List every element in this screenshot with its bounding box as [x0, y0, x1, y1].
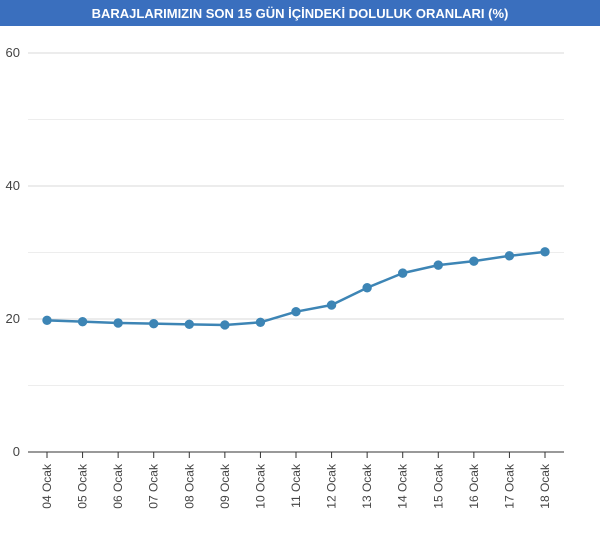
x-tick-label: 13 Ocak — [360, 463, 374, 509]
data-point — [398, 268, 408, 278]
data-point — [504, 251, 515, 261]
data-point — [469, 256, 479, 266]
x-tick-label: 09 Ocak — [218, 463, 232, 509]
y-tick-label: 0 — [13, 444, 20, 459]
x-tick-labels: 04 Ocak 05 Ocak 06 Ocak 07 Ocak 08 Ocak 09 Oc… — [40, 463, 552, 509]
x-tick-label: 11 Ocak — [289, 463, 303, 508]
data-point — [149, 318, 159, 329]
x-tick-label: 10 Ocak — [253, 463, 267, 509]
grid-lines — [28, 52, 564, 386]
data-point — [255, 317, 266, 328]
x-tick-label: 08 Ocak — [182, 463, 196, 509]
x-tick-label: 14 Ocak — [396, 463, 410, 509]
x-tick-label: 04 Ocak — [40, 463, 54, 509]
x-tick-label: 05 Ocak — [76, 463, 90, 509]
x-tick-label: 06 Ocak — [111, 463, 125, 509]
data-point — [540, 247, 550, 257]
y-tick-label: 20 — [6, 311, 20, 326]
y-tick-label: 60 — [6, 45, 20, 60]
data-point — [113, 318, 123, 328]
x-tick-label: 12 Ocak — [325, 463, 339, 509]
x-tick-label: 18 Ocak — [538, 463, 552, 509]
x-tick-label: 16 Ocak — [467, 463, 481, 509]
data-point — [433, 260, 443, 270]
series — [42, 247, 550, 330]
x-tick-label: 17 Ocak — [502, 463, 516, 509]
data-point — [77, 316, 88, 327]
data-point — [220, 320, 230, 330]
data-point — [184, 319, 194, 330]
x-tick-label: 15 Ocak — [431, 463, 445, 509]
y-tick-labels: 0 20 40 60 — [6, 45, 20, 459]
data-point — [326, 300, 337, 310]
data-point — [291, 306, 301, 317]
y-tick-label: 40 — [6, 178, 20, 193]
data-point — [362, 283, 372, 293]
x-tick-label: 07 Ocak — [147, 463, 161, 509]
axes — [28, 451, 564, 458]
data-point — [42, 315, 52, 326]
chart-title: BARAJLARIMIZIN SON 15 GÜN İÇİNDEKİ DOLUL… — [0, 0, 600, 26]
